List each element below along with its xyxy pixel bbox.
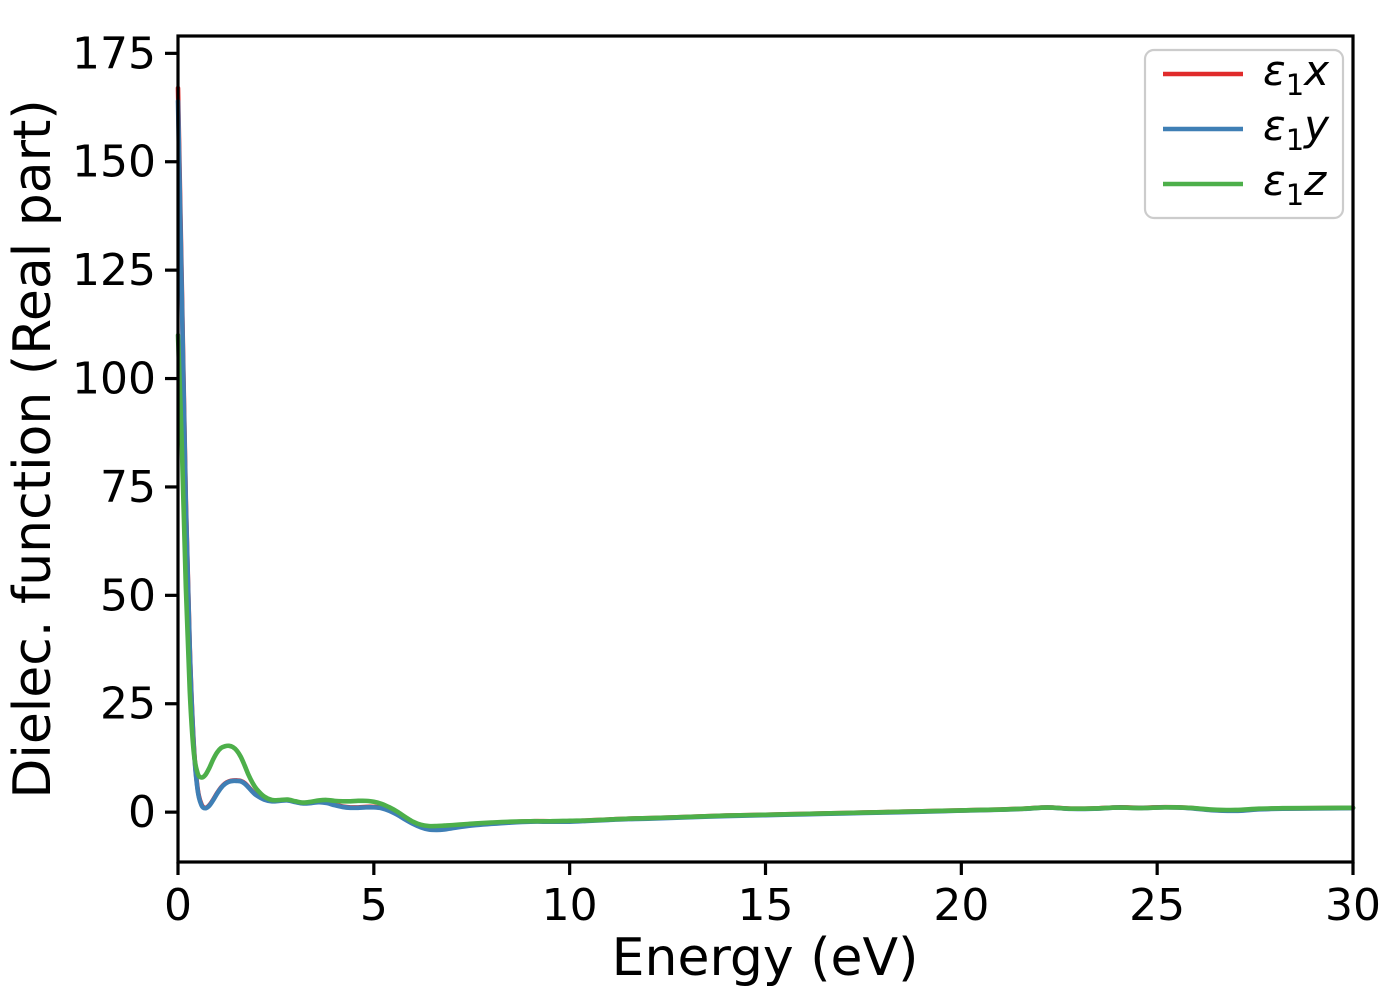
- x-tick-label: 30: [1325, 880, 1381, 931]
- series-line-eps1z: [175, 332, 1356, 829]
- y-tick-label: 125: [72, 245, 156, 296]
- x-tick-label: 10: [542, 880, 598, 931]
- x-tick-label: 20: [933, 880, 989, 931]
- x-tick-label: 15: [738, 880, 794, 931]
- x-tick-label: 25: [1129, 880, 1185, 931]
- x-tick-marks: [176, 862, 1355, 875]
- y-tick-label: 0: [128, 787, 156, 838]
- y-tick-label: 175: [72, 28, 156, 79]
- y-tick-label: 75: [100, 462, 156, 513]
- y-axis-title: Dielec. function (Real part): [3, 99, 63, 798]
- y-tick-marks: [165, 51, 178, 814]
- data-series-group: [175, 85, 1356, 833]
- x-axis-title: Energy (eV): [612, 928, 919, 988]
- legend-label-eps1y: ε1y: [1263, 101, 1330, 157]
- x-tick-label: 0: [164, 880, 192, 931]
- y-tick-label: 25: [100, 679, 156, 730]
- x-tick-labels: 0 5 10 15 20 25 30: [164, 880, 1381, 931]
- y-tick-label: 100: [72, 354, 156, 405]
- x-tick-label: 5: [360, 880, 388, 931]
- y-tick-labels: 0 25 50 75 100 125 150 175: [72, 28, 156, 838]
- y-tick-label: 50: [100, 570, 156, 621]
- legend-border: [1143, 48, 1345, 220]
- y-tick-label: 150: [72, 137, 156, 188]
